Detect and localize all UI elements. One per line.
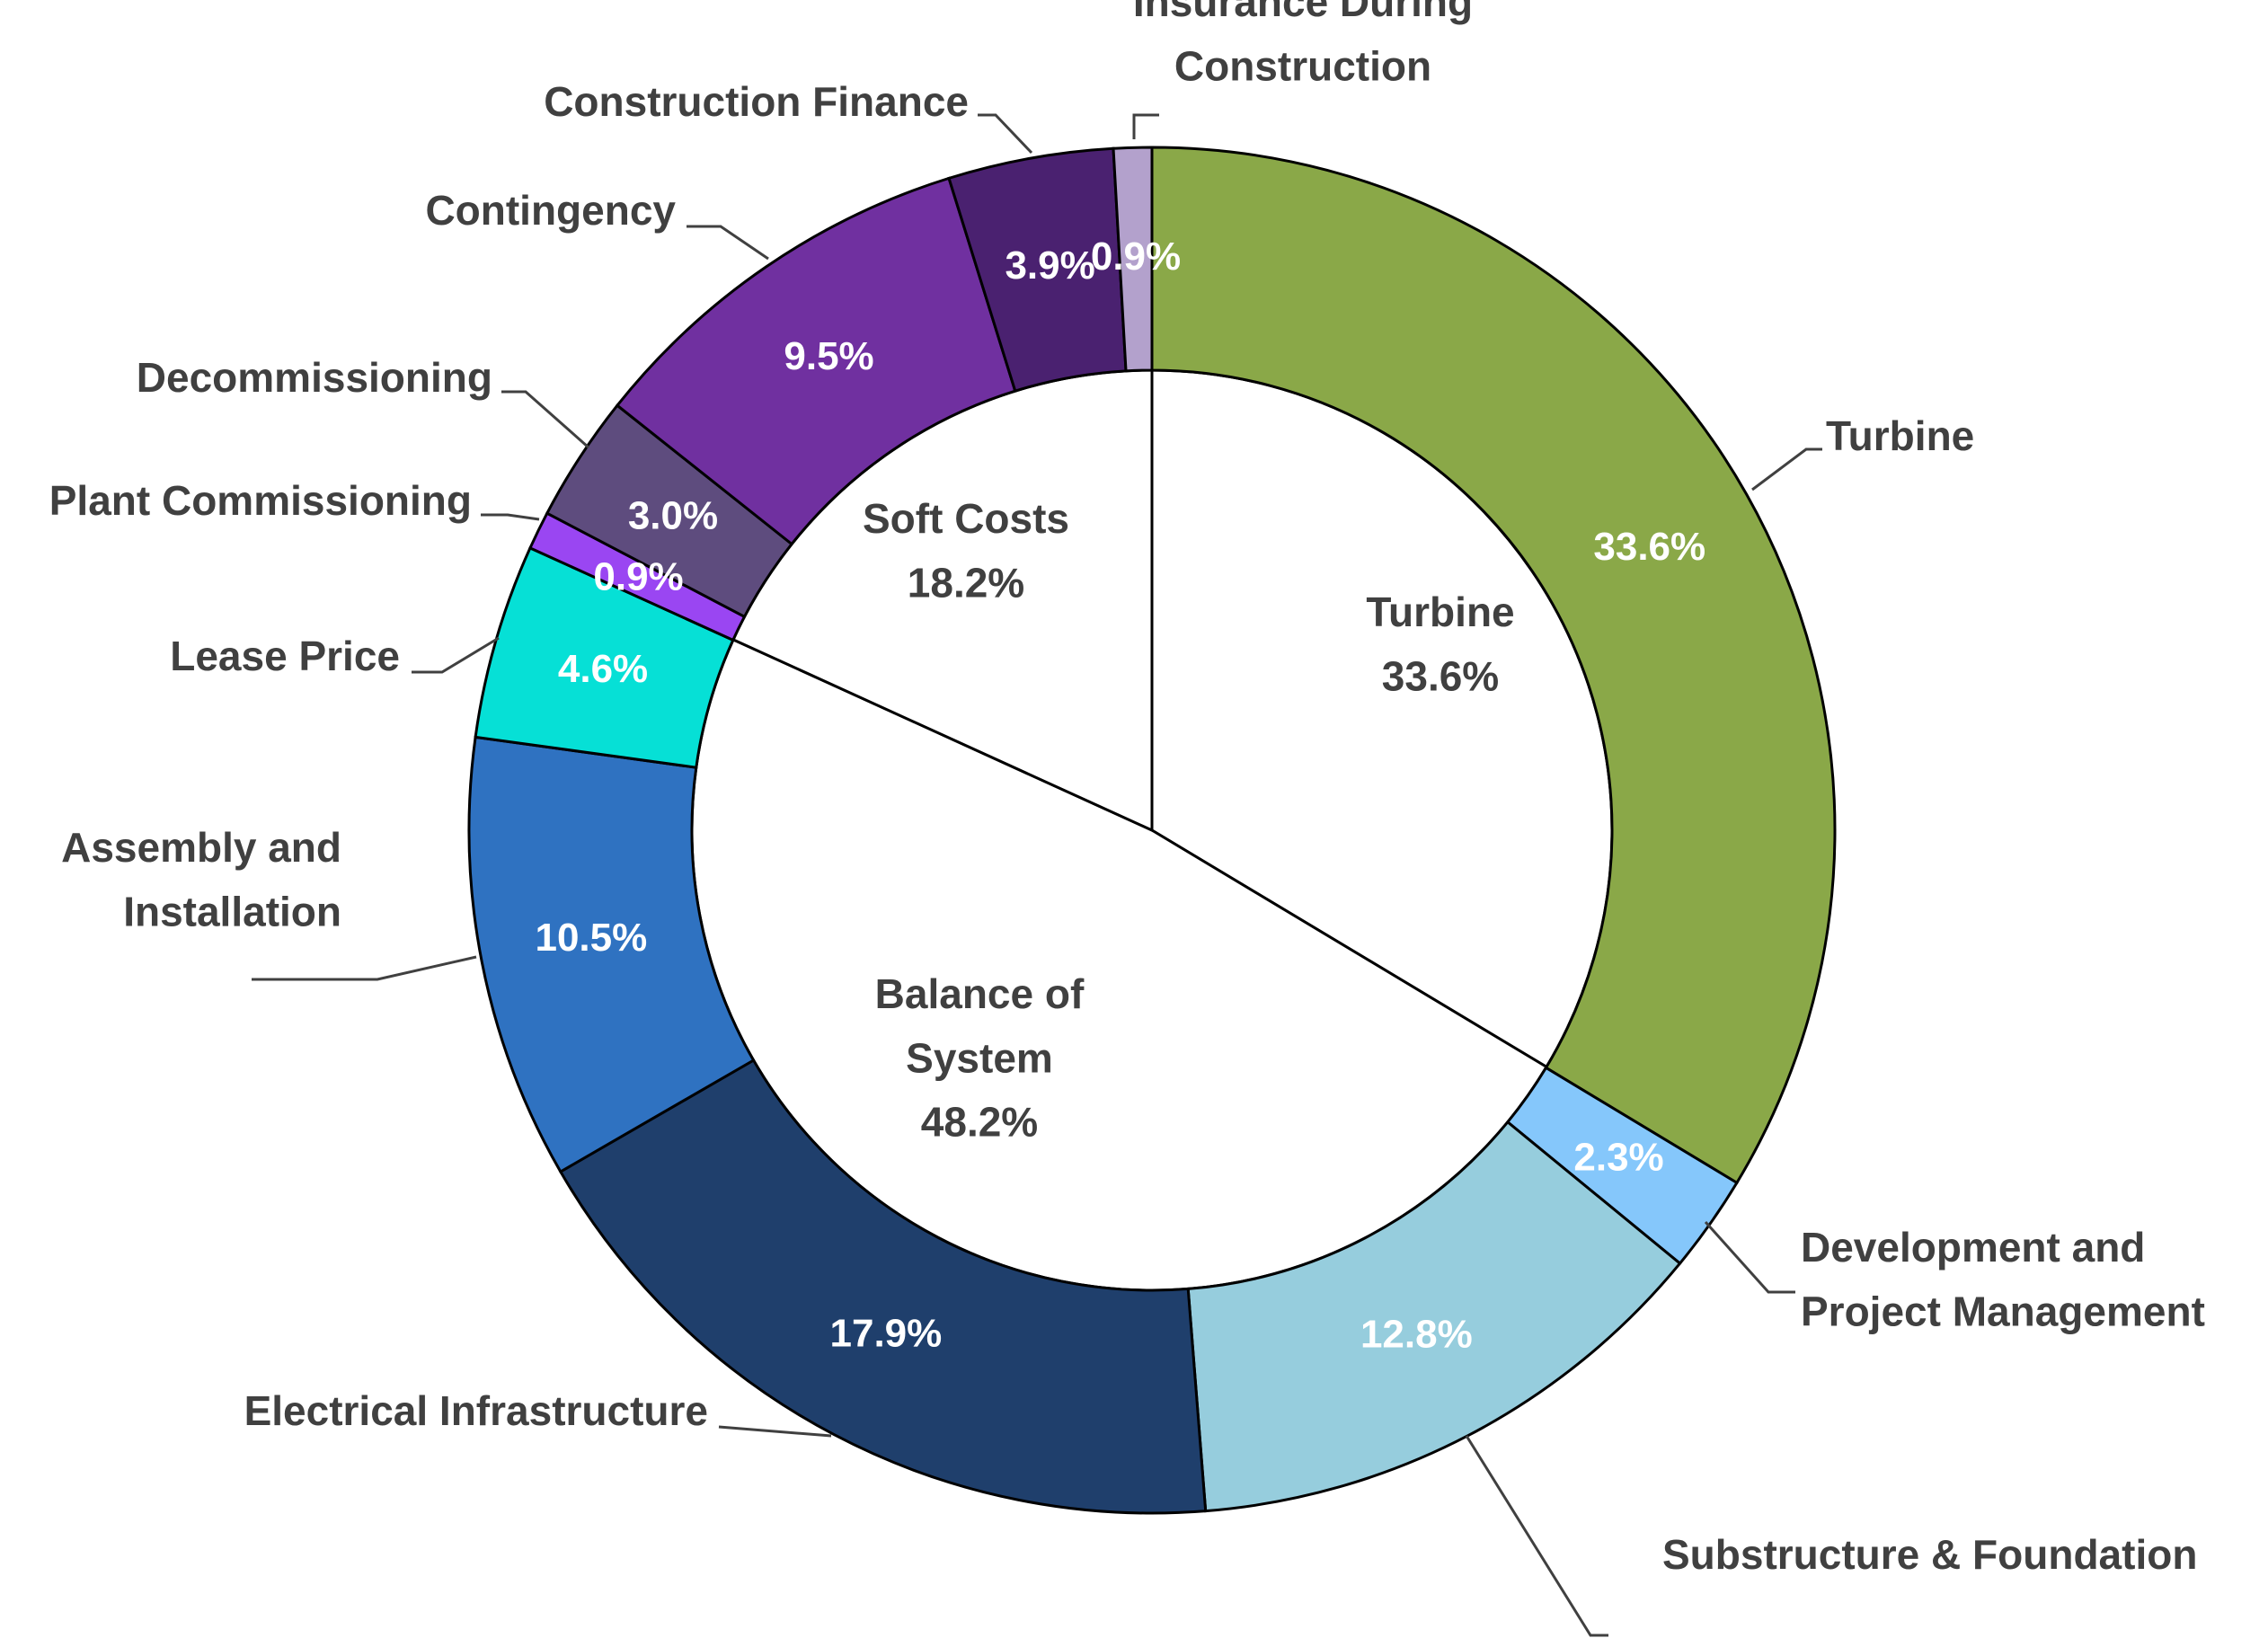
value-label-electrical-infrastructure: 17.9% [830,1311,943,1355]
category-labels: Turbine Development and Project Management… [49,0,2205,1578]
outer-ring [467,146,1837,1515]
category-label-electrical-infrastructure: Electrical Infrastructure [244,1387,708,1434]
value-label-turbine: 33.6% [1593,525,1705,569]
leader-line-electrical-infrastructure [718,1425,832,1438]
leader-line-insurance-during-construction [1132,113,1159,139]
category-label-substructure-foundation: Substructure & Foundation [1662,1531,2197,1578]
value-label-development-and-project-management: 2.3% [1573,1135,1663,1179]
category-label-plant-commissioning: Plant Commissioning [49,477,472,524]
value-label-decommissioning: 3.0% [628,494,718,538]
inner-label-soft-costs: Soft Costs 18.2% [863,495,1069,606]
inner-pie [690,368,1614,1292]
value-label-lease-price: 4.6% [558,647,648,691]
ring-segment-insurance-during-construction [1112,146,1154,373]
ring-value-labels: 33.6% 2.3% 12.8% 17.9% 10.5% 4.6% 0.9% 3.0% 9.5%… [535,235,1705,1357]
value-label-plant-commissioning: 0.9% [593,554,683,598]
leader-line-turbine [1751,447,1822,491]
value-label-insurance-during-construction: 0.9% [1091,235,1181,279]
category-label-assembly-and-installation: Assembly and Installation [61,824,341,934]
leader-line-assembly-and-installation [252,955,477,981]
inner-label-balance-of-system: Balance of System 48.2% [875,970,1085,1146]
value-label-construction-finance: 3.9% [1005,244,1094,288]
leader-line-plant-commissioning [481,513,540,521]
leader-line-construction-finance [978,113,1033,155]
leader-line-development-and-project-management [1704,1220,1795,1294]
inner-pie-labels: Turbine 33.6% Balance of System 48.2% Soft Co… [863,495,1515,1146]
leader-line-contingency [687,225,769,261]
category-label-decommissioning: Decommissioning [137,354,492,401]
category-label-contingency: Contingency [425,187,676,234]
leader-line-lease-price [412,636,500,674]
category-label-construction-finance: Construction Finance [544,78,969,125]
category-label-turbine: Turbine [1826,412,1974,459]
category-label-development-and-project-management: Development and Project Management [1801,1224,2205,1334]
ring-segment-turbine [1150,146,1837,1185]
value-label-assembly-and-installation: 10.5% [535,916,647,960]
category-label-lease-price: Lease Price [170,633,400,679]
leader-line-substructure-foundation [1465,1435,1608,1637]
leader-line-decommissioning [501,390,589,449]
value-label-substructure-foundation: 12.8% [1360,1312,1473,1356]
leader-lines [252,113,1822,1637]
ring-segment-substructure-foundation [1186,1120,1682,1513]
inner-label-turbine: Turbine 33.6% [1366,589,1514,699]
category-label-insurance-during-construction: Insurance During Construction [1133,0,1473,89]
ring-segment-electrical-infrastructure [558,1058,1208,1515]
value-label-contingency: 9.5% [784,334,873,378]
